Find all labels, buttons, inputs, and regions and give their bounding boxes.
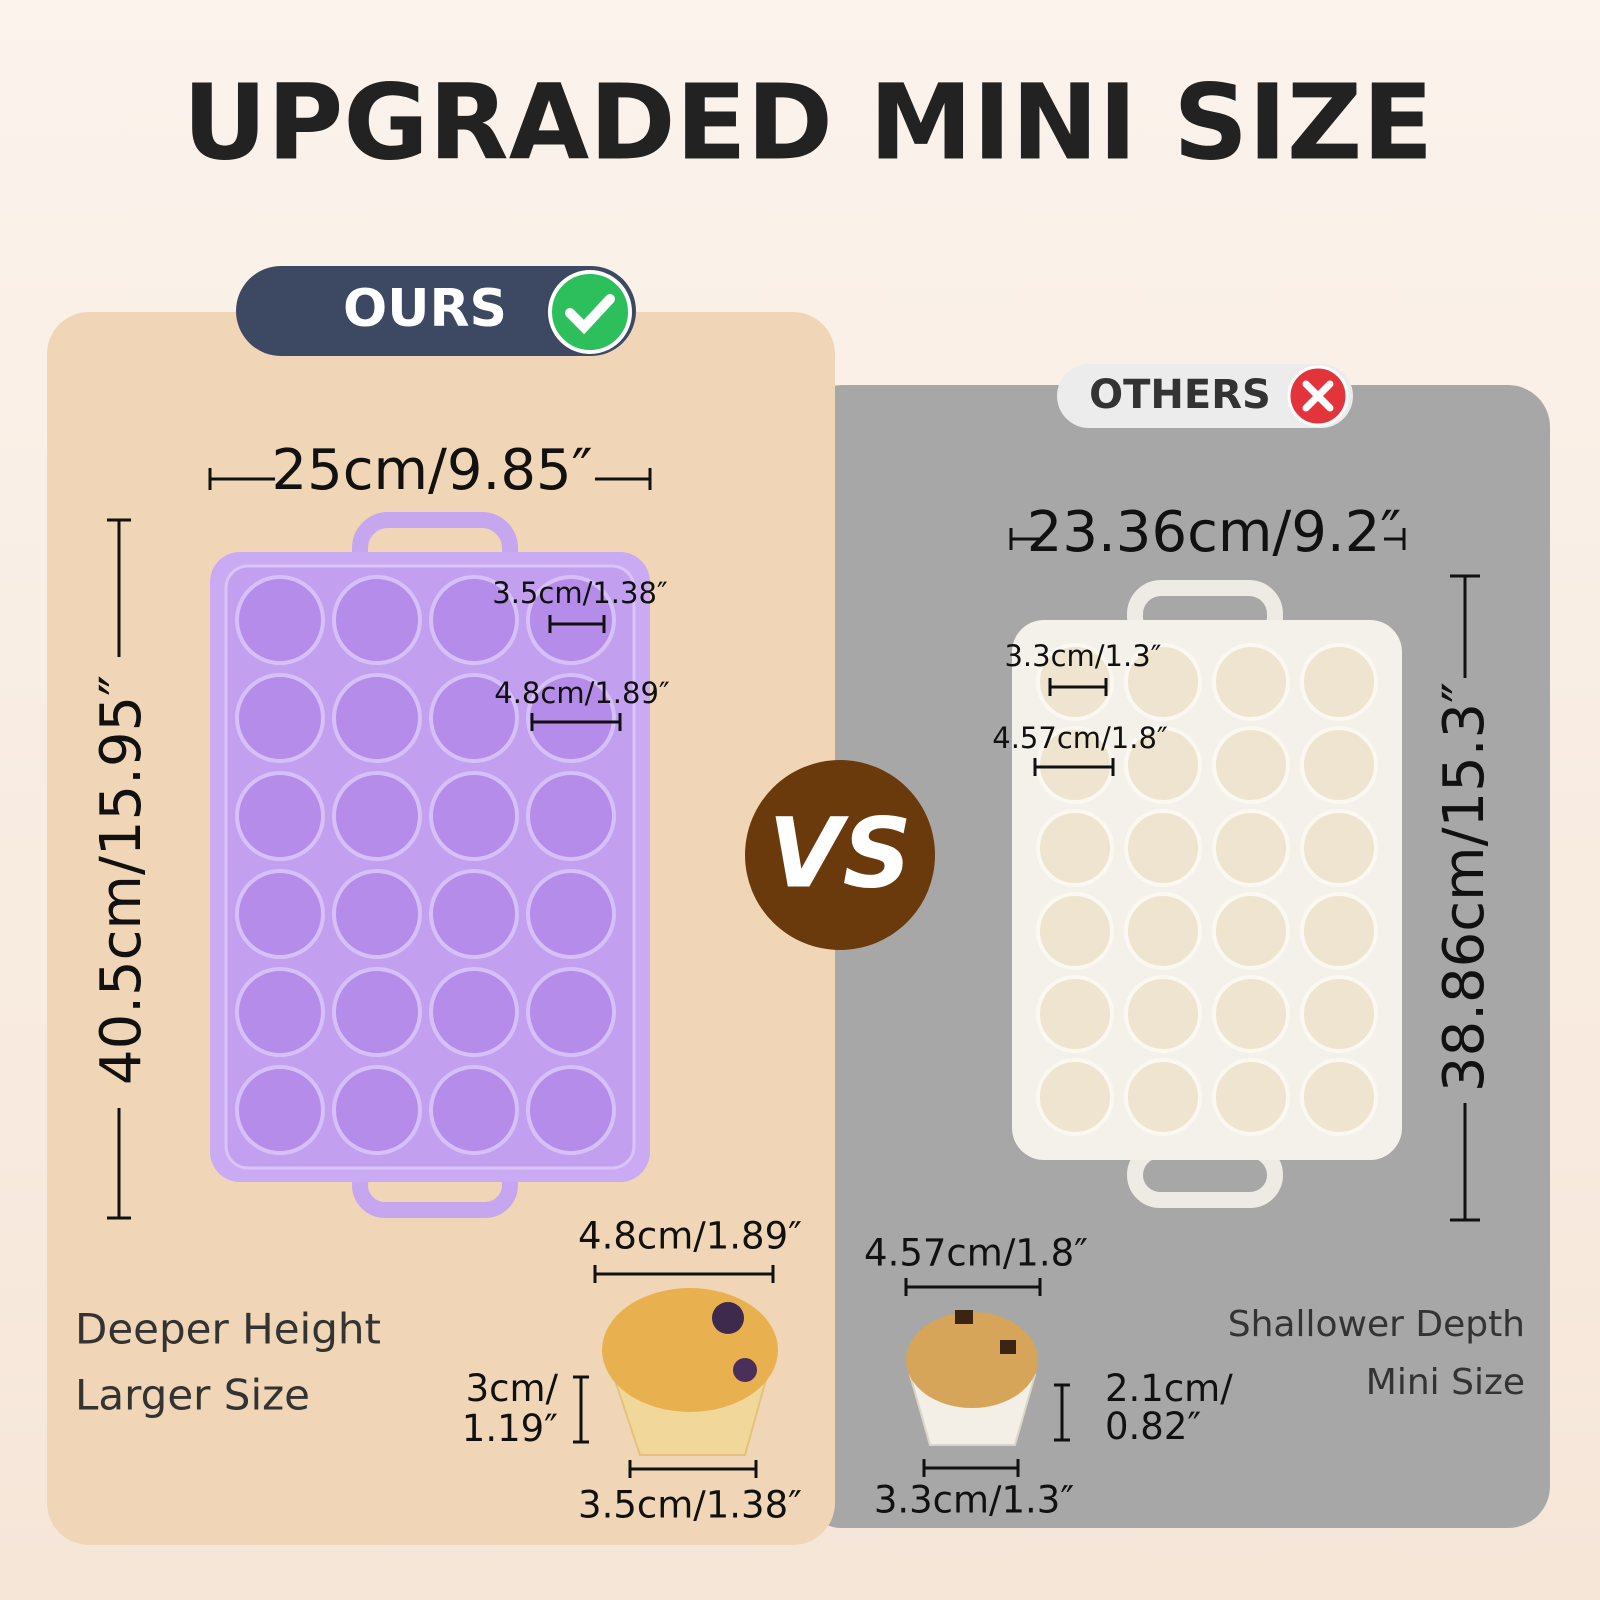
vs-circle: [745, 760, 935, 950]
cup: [1300, 975, 1378, 1053]
cup: [1036, 809, 1114, 887]
ours-label: OURS: [343, 279, 507, 339]
ours-muffin-bottom: 3.5cm/1.38″: [578, 1484, 802, 1527]
others-width-line: [1009, 528, 1406, 550]
ours-cup-top: 4.8cm/1.89″: [494, 676, 670, 710]
others-muffin-bottom: 3.3cm/1.3″: [874, 1479, 1074, 1522]
others-muffin-top-line: [904, 1278, 1042, 1296]
others-cup-bottom: 3.3cm/1.3″: [1004, 639, 1161, 673]
others-muffin-height-line1: 2.1cm/: [1105, 1367, 1233, 1410]
cup: [1212, 726, 1290, 804]
cup: [1300, 643, 1378, 721]
cup: [1300, 726, 1378, 804]
others-label: OTHERS: [1089, 372, 1271, 418]
cup: [332, 673, 422, 763]
cup: [526, 575, 616, 665]
others-muffin: [906, 1310, 1038, 1446]
ours-feature: Larger Size: [75, 1371, 310, 1420]
ours-cup-bottom: 3.5cm/1.38″: [492, 576, 668, 610]
cup: [1300, 1058, 1378, 1136]
cup: [526, 1065, 616, 1155]
cup: [1036, 892, 1114, 970]
cup: [1124, 809, 1202, 887]
cup: [235, 771, 325, 861]
cup: [235, 967, 325, 1057]
cup: [1124, 726, 1202, 804]
cup: [1300, 892, 1378, 970]
cup: [1124, 892, 1202, 970]
cup: [1212, 1058, 1290, 1136]
cup: [1212, 892, 1290, 970]
cup: [1036, 643, 1114, 721]
cup: [526, 673, 616, 763]
cup: [1212, 809, 1290, 887]
cup: [526, 869, 616, 959]
cup: [1212, 975, 1290, 1053]
others-cup-top: 4.57cm/1.8″: [992, 721, 1168, 755]
cup: [235, 1065, 325, 1155]
others-height-line: [1450, 574, 1480, 1222]
others-badge: OTHERS: [1057, 364, 1353, 428]
cup: [1036, 1058, 1114, 1136]
ours-height: 40.5cm/15.95″: [89, 675, 154, 1085]
cup: [332, 869, 422, 959]
cup: [1124, 643, 1202, 721]
title: UPGRADED MINI SIZE: [183, 61, 1434, 183]
cup: [429, 771, 519, 861]
others-tray: [1012, 580, 1402, 1208]
ours-width-line: [208, 468, 652, 490]
cup: [1124, 1058, 1202, 1136]
ours-height-line: [107, 518, 131, 1220]
others-muffin-bottom-line: [922, 1459, 1020, 1477]
others-cup-top-line: [1033, 758, 1115, 776]
ours-muffin: [602, 1288, 778, 1456]
others-muffin-height-line2: 0.82″: [1105, 1405, 1201, 1448]
cup: [1300, 809, 1378, 887]
cup: [235, 673, 325, 763]
cup: [429, 967, 519, 1057]
cup: [332, 575, 422, 665]
ours-muffin-height-line2: 1.19″: [462, 1407, 558, 1450]
ours-muffin-bottom-line: [628, 1460, 758, 1478]
others-feature: Shallower Depth: [1228, 1304, 1525, 1345]
cup: [429, 869, 519, 959]
ours-feature: Deeper Height: [75, 1305, 381, 1354]
cup: [332, 1065, 422, 1155]
cup: [235, 575, 325, 665]
ours-badge: OURS: [236, 266, 636, 356]
ours-muffin-top: 4.8cm/1.89″: [578, 1215, 802, 1258]
vs-label: VS: [768, 797, 911, 909]
others-height: 38.86cm/15.3″: [1432, 682, 1497, 1092]
cup: [235, 869, 325, 959]
cup: [429, 1065, 519, 1155]
cup: [332, 967, 422, 1057]
cup: [526, 967, 616, 1057]
cup: [429, 673, 519, 763]
ours-muffin-height-line: [573, 1375, 589, 1444]
ours-cup-bottom-line: [548, 615, 606, 633]
cup: [429, 575, 519, 665]
others-muffin-height-line: [1054, 1383, 1070, 1442]
cup: [1036, 975, 1114, 1053]
ours-muffin-height: 3cm/1.19″: [462, 1367, 559, 1450]
ours-cup-top-line: [530, 713, 622, 731]
others-muffin-top: 4.57cm/1.8″: [864, 1232, 1088, 1275]
cup: [1212, 643, 1290, 721]
cup: [1124, 975, 1202, 1053]
ours-muffin-height-line1: 3cm/: [466, 1367, 559, 1410]
others-cup-bottom-line: [1048, 678, 1108, 696]
others-muffin-height: 2.1cm/0.82″: [1105, 1367, 1233, 1448]
ours-muffin-top-line: [593, 1265, 775, 1283]
cup: [526, 771, 616, 861]
ours-width: 25cm/9.85″: [271, 438, 592, 503]
cup: [332, 771, 422, 861]
others-width: 23.36cm/9.2″: [1027, 500, 1402, 565]
others-feature: Mini Size: [1366, 1362, 1525, 1403]
